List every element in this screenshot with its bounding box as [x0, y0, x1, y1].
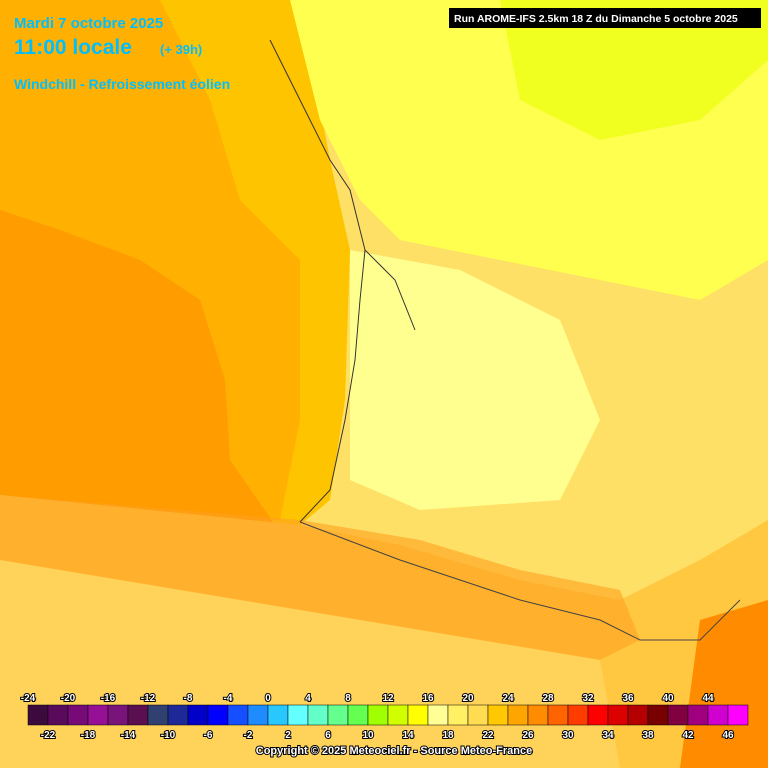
scale-box: [247, 704, 269, 726]
scale-label: -2: [244, 730, 253, 741]
scale-box: [227, 704, 249, 726]
mediterranean: [680, 600, 768, 768]
scale-box: [47, 704, 69, 726]
scale-label: -22: [41, 730, 56, 741]
scale-label: 42: [682, 730, 694, 741]
scale-box: [487, 704, 509, 726]
land-center: [350, 250, 600, 510]
scale-box: [647, 704, 669, 726]
coastline: [269, 39, 416, 523]
scale-box: [447, 704, 469, 726]
pyrenees-band: [0, 495, 640, 660]
scale-label: -16: [101, 693, 116, 704]
scale-box: [627, 704, 649, 726]
scale-label: -12: [141, 693, 156, 704]
scale-label: -4: [224, 693, 233, 704]
land-northeast: [500, 0, 768, 140]
scale-label: 18: [442, 730, 454, 741]
scale-box: [287, 704, 309, 726]
scale-box: [147, 704, 169, 726]
scale-label: 20: [462, 693, 474, 704]
scale-label: 22: [482, 730, 494, 741]
scale-label: 38: [642, 730, 654, 741]
scale-box: [547, 704, 569, 726]
scale-label: -6: [204, 730, 213, 741]
scale-box: [107, 704, 129, 726]
border: [299, 521, 741, 641]
scale-box: [387, 704, 409, 726]
scale-box: [407, 704, 429, 726]
scale-box: [587, 704, 609, 726]
scale-box: [707, 704, 729, 726]
date: Mardi 7 octobre 2025: [14, 15, 163, 32]
scale-box: [567, 704, 589, 726]
scale-label: -24: [21, 693, 36, 704]
scale-label: 36: [622, 693, 634, 704]
scale-box: [167, 704, 189, 726]
scale-label: 12: [382, 693, 394, 704]
scale-box: [27, 704, 49, 726]
scale-box: [507, 704, 529, 726]
copyright: Copyright © 2025 Meteociel.fr - Source M…: [256, 745, 532, 757]
ocean-warm: [0, 210, 275, 525]
scale-label: 16: [422, 693, 434, 704]
scale-label: 24: [502, 693, 514, 704]
scale-label: 32: [582, 693, 594, 704]
scale-box: [67, 704, 89, 726]
scale-label: 34: [602, 730, 614, 741]
parameter: Windchill - Refroissement éolien: [14, 76, 230, 92]
time: 11:00 locale: [14, 36, 132, 59]
scale-box: [327, 704, 349, 726]
scale-box: [467, 704, 489, 726]
scale-label: 6: [325, 730, 331, 741]
scale-label: 46: [722, 730, 734, 741]
scale-label: 0: [265, 693, 271, 704]
scale-label: 40: [662, 693, 674, 704]
scale-label: 14: [402, 730, 414, 741]
scale-label: 30: [562, 730, 574, 741]
scale-box: [527, 704, 549, 726]
scale-label: 2: [285, 730, 291, 741]
scale-box: [667, 704, 689, 726]
scale-label: 28: [542, 693, 554, 704]
scale-label: -8: [184, 693, 193, 704]
scale-box: [207, 704, 229, 726]
scale-label: -20: [61, 693, 76, 704]
scale-box: [267, 704, 289, 726]
scale-box: [727, 704, 749, 726]
color-scale: -24-22-20-18-16-14-12-10-8-6-4-202468101…: [20, 692, 749, 742]
scale-label: 10: [362, 730, 374, 741]
scale-box: [367, 704, 389, 726]
run-info: Run AROME-IFS 2.5km 18 Z du Dimanche 5 o…: [454, 13, 738, 25]
scale-label: -14: [121, 730, 136, 741]
scale-box: [607, 704, 629, 726]
scale-label: 8: [345, 693, 351, 704]
scale-box: [687, 704, 709, 726]
scale-box: [347, 704, 369, 726]
scale-label: 44: [702, 693, 714, 704]
lead-time: (+ 39h): [160, 42, 202, 57]
scale-label: 4: [305, 693, 311, 704]
scale-label: -18: [81, 730, 96, 741]
scale-box: [307, 704, 329, 726]
scale-label: 26: [522, 730, 534, 741]
scale-box: [87, 704, 109, 726]
scale-box: [187, 704, 209, 726]
scale-box: [127, 704, 149, 726]
scale-label: -10: [161, 730, 176, 741]
scale-box: [427, 704, 449, 726]
run-box: [449, 8, 761, 28]
